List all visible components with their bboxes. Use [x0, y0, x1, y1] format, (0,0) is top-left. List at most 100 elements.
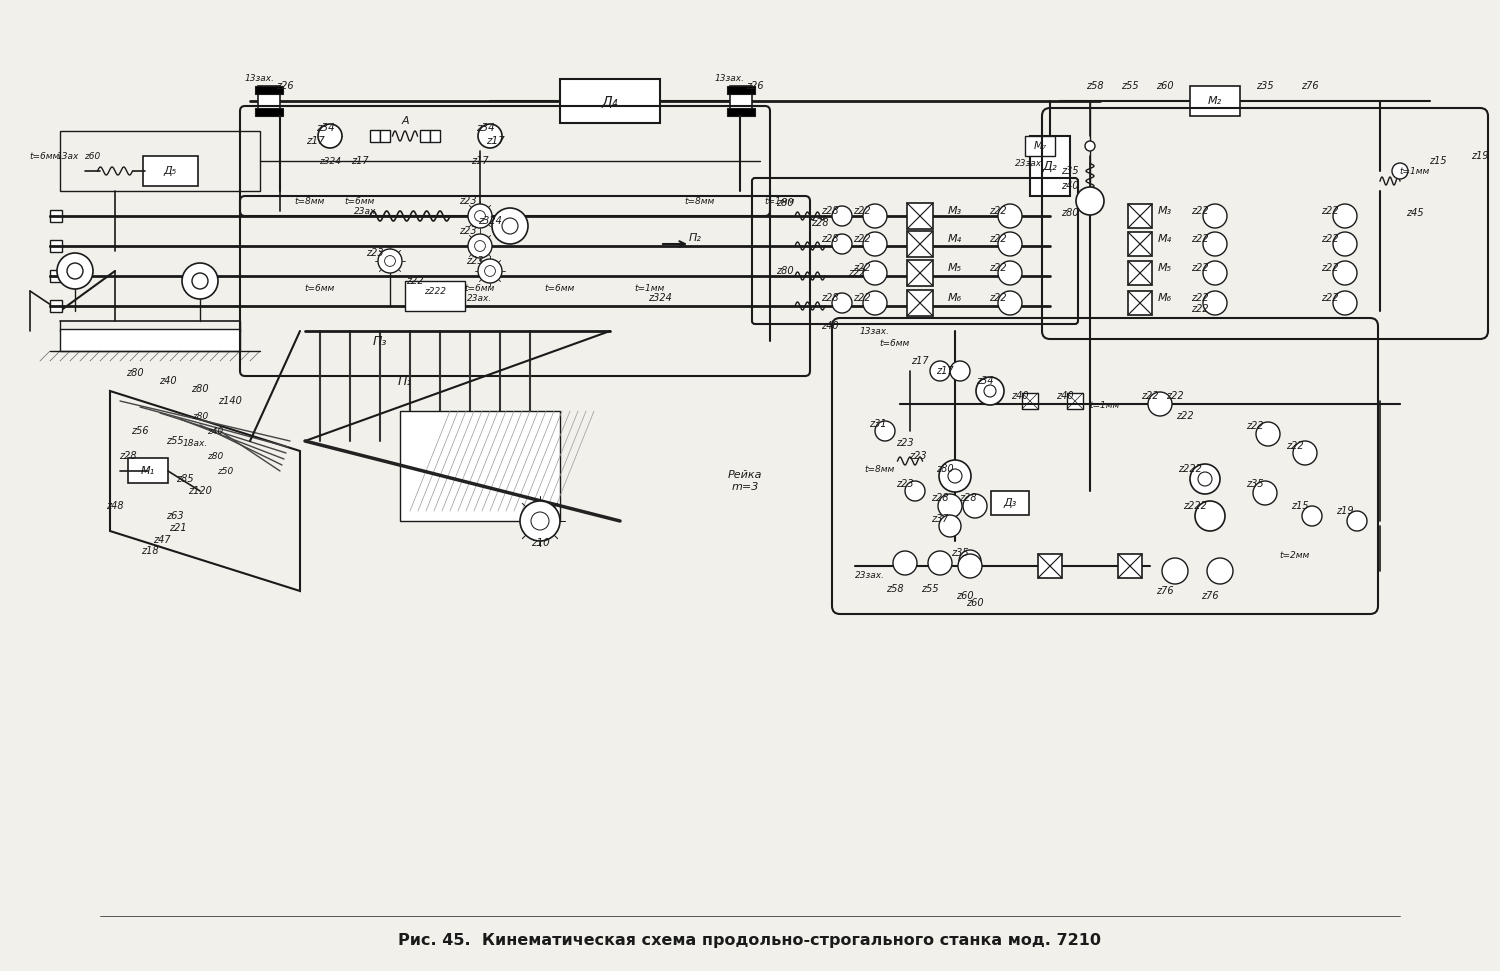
Circle shape	[1190, 464, 1219, 494]
Text: z55: z55	[921, 584, 939, 594]
Text: z22: z22	[1322, 234, 1340, 244]
Text: z22: z22	[988, 263, 1006, 273]
Circle shape	[468, 204, 492, 228]
Text: t=1мм: t=1мм	[634, 284, 664, 292]
Circle shape	[939, 460, 970, 492]
Circle shape	[378, 249, 402, 273]
Text: M₄: M₄	[1158, 234, 1172, 244]
Text: M₅: M₅	[1158, 263, 1172, 273]
Bar	[60, 131, 260, 191]
Bar	[60, 329, 240, 351]
Circle shape	[1334, 232, 1358, 256]
Circle shape	[484, 266, 495, 277]
Text: z37: z37	[932, 514, 950, 524]
Circle shape	[474, 211, 486, 221]
Text: z23: z23	[466, 256, 484, 266]
Text: z60: z60	[84, 151, 100, 160]
Text: z80: z80	[207, 452, 224, 460]
Text: z80: z80	[190, 384, 208, 394]
Circle shape	[833, 206, 852, 226]
Bar	[908, 231, 933, 257]
Text: z17: z17	[471, 156, 489, 166]
Text: z140: z140	[217, 396, 242, 406]
Bar	[908, 290, 933, 316]
Circle shape	[1084, 141, 1095, 151]
Text: z28: z28	[958, 493, 976, 503]
Text: 23ах: 23ах	[354, 207, 376, 216]
Text: M₆: M₆	[948, 293, 962, 303]
Text: z60: z60	[956, 591, 974, 601]
Text: t=6мм: t=6мм	[880, 339, 910, 348]
Text: 23зах.: 23зах.	[1016, 158, 1046, 168]
Text: z222: z222	[1178, 464, 1202, 474]
Circle shape	[1256, 422, 1280, 446]
Text: z23: z23	[459, 196, 477, 206]
Circle shape	[862, 261, 886, 285]
Text: M₆: M₆	[1158, 293, 1172, 303]
Text: z48: z48	[106, 501, 124, 511]
Text: z23: z23	[366, 248, 384, 258]
Bar	[728, 108, 754, 116]
Bar	[258, 86, 280, 116]
Circle shape	[862, 232, 886, 256]
Text: t=8мм: t=8мм	[296, 196, 326, 206]
Text: z40: z40	[159, 376, 177, 386]
Text: 18ах.: 18ах.	[183, 439, 207, 448]
Text: M₂: M₂	[1208, 96, 1222, 106]
Text: z22: z22	[853, 293, 871, 303]
Bar	[50, 300, 62, 312]
Bar	[1128, 291, 1152, 315]
Text: z21: z21	[170, 523, 188, 533]
Bar	[400, 411, 560, 521]
Circle shape	[192, 273, 208, 289]
Text: z22: z22	[1191, 206, 1209, 216]
Bar	[50, 240, 62, 252]
Text: t=6мм: t=6мм	[30, 151, 60, 160]
Circle shape	[478, 259, 502, 283]
Text: z80: z80	[936, 464, 954, 474]
Bar	[1022, 393, 1038, 409]
Bar	[1128, 232, 1152, 256]
Text: z17: z17	[486, 136, 504, 146]
Text: П₁: П₁	[398, 375, 412, 387]
Text: z50: z50	[217, 466, 232, 476]
Circle shape	[1196, 501, 1225, 531]
Bar	[1118, 554, 1142, 578]
Text: t=8мм: t=8мм	[686, 196, 716, 206]
Circle shape	[958, 550, 981, 572]
Circle shape	[1302, 506, 1322, 526]
Text: z324: z324	[320, 156, 340, 165]
Bar	[405, 281, 465, 311]
Text: z80: z80	[192, 412, 208, 420]
Circle shape	[1148, 392, 1172, 416]
Circle shape	[958, 554, 982, 578]
Text: Д₂: Д₂	[1042, 159, 1058, 173]
Circle shape	[318, 124, 342, 148]
Text: z22: z22	[853, 206, 871, 216]
Circle shape	[492, 208, 528, 244]
Text: A: A	[400, 116, 410, 126]
Circle shape	[862, 291, 886, 315]
Circle shape	[474, 241, 486, 251]
Text: z23: z23	[909, 451, 927, 461]
Text: z35: z35	[1256, 81, 1274, 91]
Text: z324: z324	[478, 216, 502, 226]
Bar	[1128, 261, 1152, 285]
Circle shape	[998, 232, 1022, 256]
Text: t=6мм: t=6мм	[304, 284, 334, 292]
Text: z76: z76	[1156, 586, 1174, 596]
Text: z28: z28	[812, 218, 830, 228]
Text: z80: z80	[776, 198, 794, 208]
Bar	[1030, 136, 1069, 196]
Text: z22: z22	[1176, 411, 1194, 421]
Text: Рейка
m=3: Рейка m=3	[728, 470, 762, 491]
Text: z22: z22	[988, 206, 1006, 216]
Bar	[908, 260, 933, 286]
Bar	[255, 108, 284, 116]
Text: z120: z120	[188, 486, 211, 496]
Text: z40: z40	[1056, 391, 1074, 401]
Text: z45: z45	[1406, 208, 1423, 218]
Circle shape	[892, 551, 916, 575]
Text: z222: z222	[1184, 501, 1208, 511]
Text: t=1мм: t=1мм	[765, 196, 795, 206]
